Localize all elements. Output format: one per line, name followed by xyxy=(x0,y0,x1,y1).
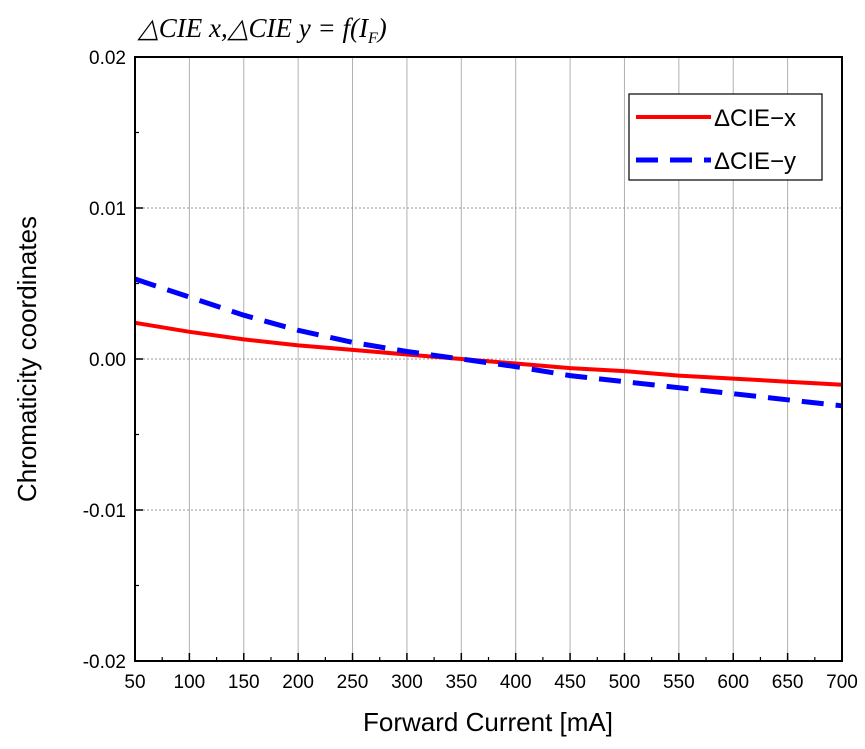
series-line-cie-y xyxy=(134,276,843,409)
x-tick-label: 300 xyxy=(391,672,423,693)
series-lines xyxy=(134,276,843,409)
x-tick-label: 150 xyxy=(228,672,260,693)
y-tick-label: 0.02 xyxy=(89,48,126,69)
legend: ΔCIE−x ΔCIE−y xyxy=(628,93,823,181)
chart-title-main: △CIE x,△CIE y = f(I xyxy=(137,13,370,43)
x-tick-label: 200 xyxy=(282,672,314,693)
chart-title-close: ) xyxy=(376,13,387,43)
x-tick-label: 500 xyxy=(609,672,641,693)
axis-ticks: 50 100 150 200 250 300 350 400 450 500 550 600 650 70… xyxy=(83,48,858,693)
x-tick-label: 250 xyxy=(337,672,369,693)
x-tick-label: 700 xyxy=(826,672,858,693)
chart-title: △CIE x,△CIE y = f(IF) xyxy=(137,13,387,47)
y-tick-label: 0.01 xyxy=(89,199,126,220)
legend-label-cie-y: ΔCIE−y xyxy=(714,148,796,175)
x-tick-label: 350 xyxy=(445,672,477,693)
x-tick-label: 100 xyxy=(174,672,206,693)
x-tick-label: 650 xyxy=(772,672,804,693)
chart-title-subscript: F xyxy=(367,30,378,47)
x-tick-label: 50 xyxy=(124,672,145,693)
x-axis-title: Forward Current [mA] xyxy=(363,707,613,737)
legend-box xyxy=(628,93,823,181)
x-tick-label: 400 xyxy=(500,672,532,693)
x-tick-label: 450 xyxy=(554,672,586,693)
legend-label-cie-x: ΔCIE−x xyxy=(714,105,796,132)
x-tick-label: 550 xyxy=(663,672,695,693)
series-line-cie-x xyxy=(134,320,843,387)
y-axis-title: Chromaticity coordinates xyxy=(12,216,42,502)
x-tick-label: 600 xyxy=(717,672,749,693)
y-tick-label: -0.01 xyxy=(83,501,126,522)
y-tick-label: 0.00 xyxy=(89,350,126,371)
y-tick-label: -0.02 xyxy=(83,652,126,673)
